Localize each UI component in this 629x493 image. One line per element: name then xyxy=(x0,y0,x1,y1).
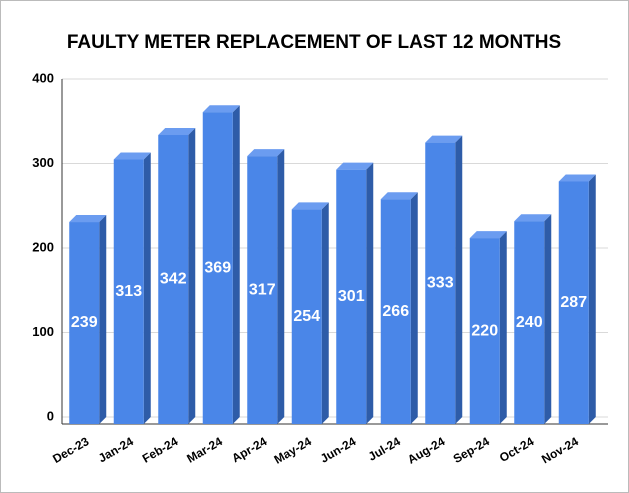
value-label: 369 xyxy=(204,259,231,276)
value-label: 254 xyxy=(293,308,320,325)
bar xyxy=(158,128,196,424)
value-label: 342 xyxy=(160,271,187,288)
y-tick-label: 0 xyxy=(47,408,54,423)
y-tick-label: 200 xyxy=(32,239,54,254)
value-label: 287 xyxy=(560,294,587,311)
bar xyxy=(291,202,329,424)
bar xyxy=(336,162,374,424)
value-label: 317 xyxy=(249,281,276,298)
bar xyxy=(425,135,463,425)
bar xyxy=(202,105,240,424)
bar xyxy=(558,174,596,424)
y-tick-label: 100 xyxy=(32,324,54,339)
y-tick-label: 400 xyxy=(32,70,54,85)
y-tick-label: 300 xyxy=(32,155,54,170)
bar xyxy=(113,152,151,424)
value-label: 301 xyxy=(338,288,365,305)
bar xyxy=(380,192,418,424)
value-label: 220 xyxy=(471,322,498,339)
value-label: 313 xyxy=(115,283,142,300)
bar xyxy=(469,231,507,424)
bar xyxy=(69,215,107,424)
value-label: 266 xyxy=(382,303,409,320)
bar xyxy=(514,214,552,424)
value-label: 240 xyxy=(516,314,543,331)
value-label: 333 xyxy=(427,275,454,292)
chart-title: FAULTY METER REPLACEMENT OF LAST 12 MONT… xyxy=(67,32,561,53)
bar xyxy=(247,149,285,424)
value-label: 239 xyxy=(71,314,98,331)
